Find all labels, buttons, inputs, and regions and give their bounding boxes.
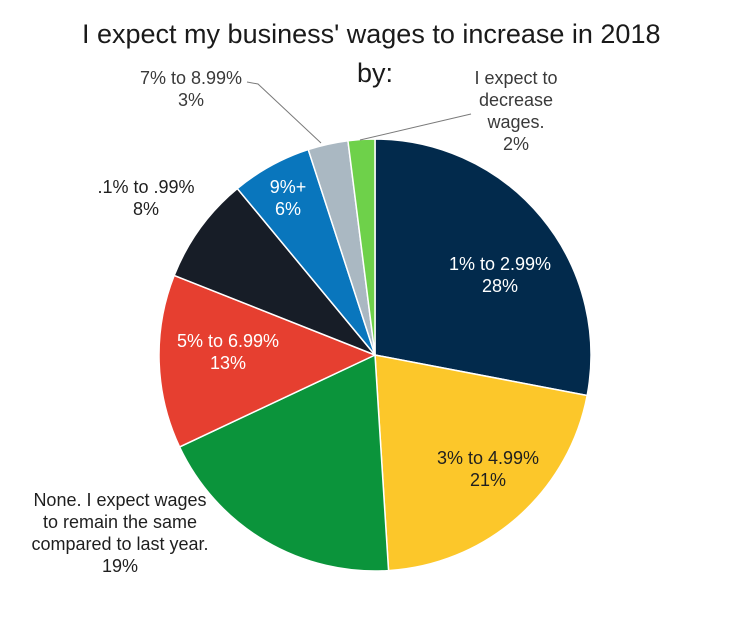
slice-label-line: to remain the same xyxy=(43,512,197,532)
slice-label-4: 5% to 6.99% 13% xyxy=(177,331,279,373)
chart-title: I expect my business' wages to increase … xyxy=(82,19,668,88)
pie-slice-2 xyxy=(374,354,589,572)
slice-label-line: 9%+ xyxy=(270,177,307,197)
pie-slice-5 xyxy=(173,187,376,356)
slice-label-line: compared to last year. xyxy=(31,534,208,554)
leader-line-8 xyxy=(359,113,472,141)
slice-value-5: 8% xyxy=(133,199,159,219)
pie-slice-3 xyxy=(178,353,390,572)
slice-label-5: .1% to .99% 8% xyxy=(97,177,194,219)
slice-label-7: 7% to 8.99% 3% xyxy=(140,68,242,110)
leader-line-7 xyxy=(246,81,322,144)
slice-label-line: decrease xyxy=(479,90,553,110)
slice-label-3: None. I expect wages to remain the same co… xyxy=(31,490,208,576)
slice-label-line: 7% to 8.99% xyxy=(140,68,242,88)
pie-slice-4 xyxy=(158,274,377,448)
slice-value-7: 3% xyxy=(178,90,204,110)
slice-value-2: 21% xyxy=(470,470,506,490)
leader-lines xyxy=(246,81,472,144)
chart-title-line1: I expect my business' wages to increase … xyxy=(82,19,660,49)
pie-slice-1 xyxy=(374,138,592,397)
slice-label-line: I expect to xyxy=(474,68,557,88)
slice-label-line: .1% to .99% xyxy=(97,177,194,197)
chart-title-line2: by: xyxy=(357,58,393,88)
slice-value-8: 2% xyxy=(503,134,529,154)
slice-label-8: I expect to decrease wages. 2% xyxy=(474,68,557,154)
slice-value-6: 6% xyxy=(275,199,301,219)
slice-value-4: 13% xyxy=(210,353,246,373)
slice-label-line: None. I expect wages xyxy=(33,490,206,510)
slice-label-line: 3% to 4.99% xyxy=(437,448,539,468)
slice-label-line: 1% to 2.99% xyxy=(449,254,551,274)
slice-label-2: 3% to 4.99% 21% xyxy=(437,448,539,490)
slice-label-6: 9%+ 6% xyxy=(270,177,307,219)
pie-slices xyxy=(158,138,592,572)
slice-value-3: 19% xyxy=(102,556,138,576)
slice-label-line: 5% to 6.99% xyxy=(177,331,279,351)
slice-label-1: 1% to 2.99% 28% xyxy=(449,254,551,296)
slice-value-1: 28% xyxy=(482,276,518,296)
slice-labels: 1% to 2.99% 28% 3% to 4.99% 21% None. I expe… xyxy=(31,68,557,576)
slice-label-line: wages. xyxy=(486,112,544,132)
